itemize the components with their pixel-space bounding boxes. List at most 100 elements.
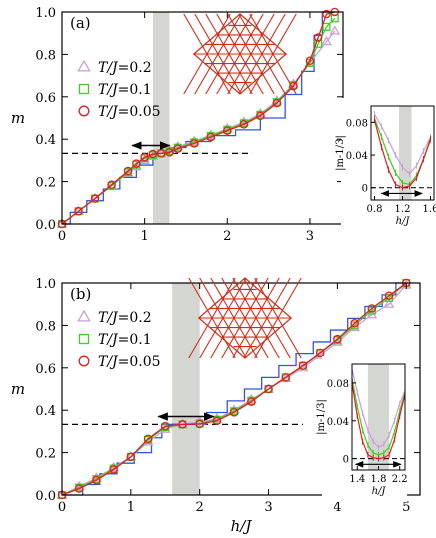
circle-marker: [322, 9, 331, 19]
lattice-bond: [254, 277, 302, 359]
y-tick-label: 0.4: [35, 133, 56, 148]
circle-marker: [109, 465, 118, 474]
y-tick-label: 0.8: [35, 319, 56, 334]
legend-label: T/J=0.1: [98, 82, 152, 98]
lattice-bond: [216, 13, 264, 95]
inset-x-label: h/J: [396, 216, 411, 227]
panel-a: 0 1 2 3 0.0 0.2 0.4 0.6 0.8 1.0 (a) m T/J=0.2 T/J=0.1…: [11, 6, 436, 244]
x-tick-label: 0: [58, 229, 66, 244]
circle-marker: [78, 105, 90, 117]
x-tick-label: 4: [333, 500, 341, 515]
plot-frame: [61, 282, 421, 496]
inset-y-tick-label: 0: [343, 455, 349, 466]
circle-marker: [264, 384, 273, 394]
legend-label: T/J=0.2: [98, 310, 152, 326]
inset-x-tick-label: 1.2: [395, 204, 411, 215]
circle-marker: [90, 194, 100, 203]
circle-marker: [212, 416, 222, 426]
triangle-marker: [77, 59, 91, 72]
circle-marker: [333, 334, 342, 344]
circle-marker: [206, 132, 216, 142]
lattice-bond: [232, 277, 280, 359]
legend-entry-0: T/J=0.2: [77, 309, 152, 326]
series-0: [56, 25, 341, 228]
lattice-bond: [210, 277, 258, 359]
y-axis-label: m: [11, 380, 25, 398]
lattice-bond: [194, 13, 242, 95]
triangle-marker: [383, 298, 395, 308]
series-1: [57, 14, 339, 229]
legend-entry-2: T/J=0.05: [78, 354, 161, 370]
circle-marker: [143, 434, 153, 444]
circle-marker: [178, 420, 187, 429]
inset-x-tick-label: 1.8: [371, 474, 387, 485]
circle-marker: [132, 159, 141, 168]
series-line: [61, 11, 335, 225]
legend-label: T/J=0.1: [98, 332, 152, 348]
inset-y-tick-label: 0: [362, 184, 368, 195]
inset-y-tick-label: 0.04: [346, 151, 368, 162]
inset: 1.4 1.8 2.2 0 0.04 0.08 h/J |m-1/3|: [316, 356, 408, 502]
lattice-bond: [249, 13, 297, 95]
y-tick-label: 0.0: [35, 489, 56, 504]
series-line: [61, 282, 407, 496]
square-marker: [322, 22, 331, 31]
inset-x-tick-label: 2.2: [392, 474, 408, 485]
circle-marker: [256, 111, 265, 121]
lattice-bond: [221, 277, 269, 359]
triangle-marker: [77, 309, 91, 322]
legend-entry-1: T/J=0.1: [78, 82, 152, 98]
circle-marker: [126, 452, 136, 462]
x-tick-label: 2: [223, 229, 231, 244]
legend-entry-1: T/J=0.1: [78, 332, 152, 348]
y-axis-label: m: [11, 109, 25, 127]
x-tick-label: 5: [402, 500, 410, 515]
circle-marker: [156, 149, 166, 158]
legend-label: T/J=0.2: [98, 60, 152, 76]
circle-marker: [189, 139, 199, 148]
lattice-bond: [199, 277, 247, 359]
legend-label: T/J=0.05: [98, 354, 161, 370]
inset-y-tick-label: 0.08: [327, 379, 349, 390]
inset-y-label: |m-1/3|: [316, 399, 327, 435]
y-tick-label: 0.6: [35, 362, 56, 377]
x-tick-label: 2: [196, 500, 204, 515]
y-tick-label: 1.0: [35, 277, 56, 292]
circle-marker: [315, 348, 325, 358]
triangle-marker: [329, 25, 341, 35]
x-tick-label: 3: [306, 229, 314, 244]
series-line: [61, 17, 336, 225]
panel-b: 0 1 2 3 4 5 0.0 0.2 0.4 0.6 0.8 1.0 (b) m h/J T/J=0.2 T/…: [11, 277, 421, 535]
circle-marker: [148, 149, 158, 159]
inset-y-label: |m-1/3|: [335, 135, 346, 171]
plateau-band: [152, 12, 170, 224]
inset-x-tick-label: 1.6: [423, 204, 436, 215]
y-tick-label: 0.6: [35, 91, 56, 106]
triangle-marker: [321, 35, 332, 46]
square-marker: [78, 333, 90, 345]
panel-label: (a): [70, 14, 91, 32]
lattice-bond: [227, 13, 275, 95]
circle-marker: [123, 166, 133, 176]
panel-label: (b): [70, 285, 91, 303]
inset-x-tick-label: 1.4: [349, 474, 365, 485]
circle-marker: [229, 408, 239, 417]
circle-marker: [298, 361, 308, 370]
legend-entry-2: T/J=0.05: [78, 104, 161, 120]
lattice-icon: [183, 13, 297, 95]
y-tick-label: 0.4: [35, 404, 56, 419]
inset-background: [341, 98, 436, 232]
circle-marker: [305, 56, 315, 66]
lattice-bond: [183, 13, 231, 95]
series-2: [57, 7, 339, 229]
legend-entry-0: T/J=0.2: [77, 59, 152, 76]
circle-marker: [272, 98, 282, 108]
x-tick-label: 0: [58, 500, 66, 515]
x-axis-label: h/J: [231, 517, 253, 535]
inset-y-tick-label: 0.08: [346, 118, 368, 129]
circle-marker: [313, 33, 323, 42]
inset-series-0: [351, 365, 406, 451]
circle-marker: [140, 152, 149, 162]
y-tick-label: 0.2: [35, 176, 56, 191]
circle-marker: [281, 373, 290, 382]
